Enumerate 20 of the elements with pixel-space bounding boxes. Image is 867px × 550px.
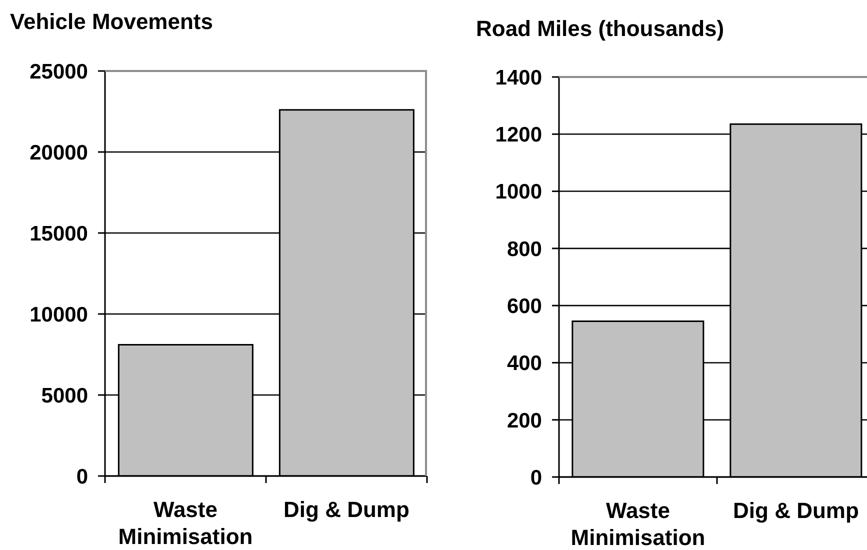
x-tick-label: Waste Minimisation — [118, 497, 253, 549]
y-tick-label: 15000 — [30, 222, 88, 246]
y-tick-label: 25000 — [30, 60, 88, 84]
x-tick-label: Dig & Dump — [733, 498, 859, 523]
y-tick-label: 1200 — [495, 124, 542, 147]
y-tick-label: 1000 — [495, 180, 542, 204]
chart-title: Vehicle Movements — [10, 9, 213, 34]
y-tick-label: 10000 — [30, 303, 88, 326]
y-tick-label: 5000 — [41, 384, 88, 408]
y-tick-label: 600 — [506, 295, 542, 318]
x-tick-label: Dig & Dump — [284, 497, 410, 522]
y-tick-label: 800 — [506, 238, 542, 261]
y-tick-label: 400 — [506, 352, 542, 376]
y-tick-label: 200 — [506, 409, 542, 432]
y-tick-label: 0 — [530, 466, 542, 490]
y-tick-label: 1400 — [495, 66, 542, 90]
x-tick-label: Waste Minimisation — [570, 498, 706, 550]
y-tick-label: 20000 — [30, 141, 88, 164]
y-tick-label: 0 — [76, 465, 88, 488]
chart-title: Road Miles (thousands) — [476, 16, 724, 41]
